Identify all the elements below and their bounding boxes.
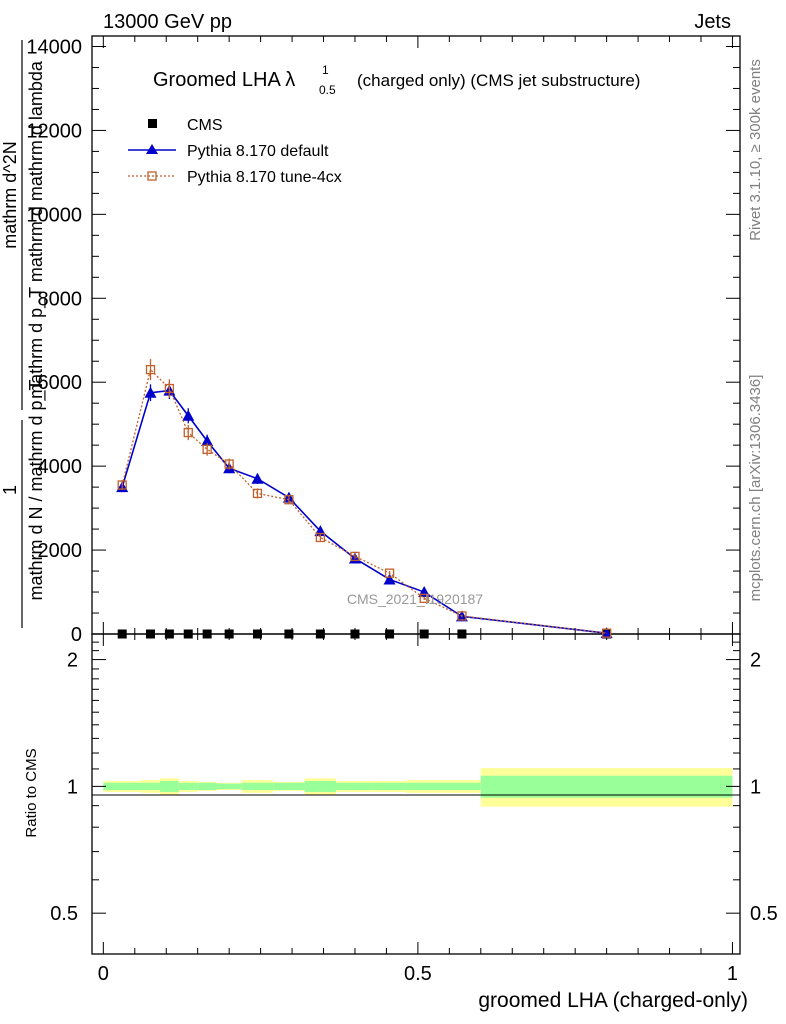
ratio-band-green — [405, 782, 444, 791]
ylabel-main-denominator: mathrm d p_T mathrm d mathrm d lambda — [26, 60, 47, 399]
ratio-ylabel: Ratio to CMS — [23, 748, 40, 837]
data-point — [117, 629, 127, 639]
data-point — [457, 611, 467, 621]
series-line — [121, 368, 607, 634]
ratio-tick-label-left: 2 — [67, 650, 78, 672]
header-right: Jets — [694, 11, 731, 33]
ratio-band-green — [216, 783, 242, 790]
data-point — [182, 409, 195, 421]
legend: CMS Pythia 8.170 default Pythia 8.170 tu… — [128, 117, 342, 186]
data-point — [201, 434, 214, 446]
data-point — [224, 459, 234, 469]
ratio-band-green — [197, 782, 217, 791]
y-tick-label: 10000 — [26, 204, 82, 226]
x-tick-label: 0 — [98, 963, 109, 985]
series-2 — [117, 359, 612, 638]
data-point — [350, 551, 360, 562]
header-left: 13000 GeV pp — [103, 11, 232, 33]
data-point — [117, 480, 127, 490]
data-point — [251, 472, 264, 484]
watermark: CMS_2021_I1920187 — [347, 591, 483, 607]
data-point — [144, 386, 157, 398]
series-layer — [116, 359, 613, 639]
data-point — [202, 629, 212, 639]
legend-label-tune: Pythia 8.170 tune-4cx — [187, 169, 342, 186]
ratio-tick-label-left: 1 — [67, 776, 78, 798]
data-point — [419, 629, 429, 639]
ratio-band-green — [273, 782, 305, 791]
svg-text:Groomed LHA λ: Groomed LHA λ — [153, 69, 295, 91]
axes: 0 0.5 1 0 2000 4000 6000 8000 10000 12000 14000 0.5… — [26, 36, 778, 985]
title-main: Groomed LHA λ — [153, 69, 295, 91]
data-point — [601, 628, 612, 638]
data-point — [252, 488, 263, 499]
data-point — [164, 383, 175, 394]
title-sup: 1 — [322, 63, 329, 77]
ratio-band-green — [241, 782, 274, 791]
data-point — [145, 364, 156, 375]
y-tick-label: 0 — [71, 624, 82, 646]
y-tick-label: 6000 — [38, 372, 83, 394]
ylabel-top-denominator: mathrm d N / mathrm d p_T — [26, 379, 47, 600]
ratio-band-green — [304, 780, 337, 792]
main-ylabel: 1 mathrm d N / mathrm d p_T mathrm d^2N … — [0, 40, 47, 628]
legend-marker-default — [146, 144, 158, 154]
data-point — [183, 629, 193, 639]
ratio-band-green — [159, 780, 179, 792]
y-tick-label: 4000 — [38, 456, 83, 478]
data-point — [252, 629, 262, 639]
data-point — [202, 444, 212, 455]
ratio-tick-label-right: 2 — [750, 650, 761, 672]
ratio-band-green — [480, 775, 733, 798]
data-point — [600, 627, 613, 639]
title-sub: 0.5 — [319, 83, 336, 97]
ratio-tick-label-right: 0.5 — [750, 903, 778, 925]
data-point — [350, 629, 360, 639]
ratio-band-green — [141, 782, 160, 791]
ylabel-top-numerator: 1 — [0, 485, 20, 495]
x-tick-label: 1 — [727, 963, 738, 985]
data-point — [146, 629, 156, 639]
data-point — [284, 495, 294, 505]
rivet-label: Rivet 3.1.10, ≥ 300k events — [747, 59, 764, 241]
ratio-band-green — [103, 782, 142, 791]
ratio-band-green — [336, 782, 374, 791]
legend-label-default: Pythia 8.170 default — [187, 143, 329, 160]
y-tick-label: 8000 — [38, 288, 83, 310]
data-point — [183, 427, 193, 438]
y-tick-label: 2000 — [38, 540, 83, 562]
chart-title: Groomed LHA λ 1 0.5 (charged only) (CMS … — [153, 63, 640, 97]
ratio-tick-label-left: 0.5 — [50, 903, 78, 925]
data-point — [384, 568, 395, 578]
data-point — [284, 629, 294, 639]
ratio-bands — [103, 768, 733, 807]
series-0 — [117, 629, 612, 639]
data-point — [457, 629, 467, 639]
legend-label-cms: CMS — [187, 117, 223, 134]
legend-marker-tune — [147, 171, 157, 181]
data-point — [224, 629, 234, 639]
legend-marker-cms — [148, 119, 157, 128]
data-point — [385, 629, 395, 639]
mcplots-label: mcplots.cern.ch [arXiv:1306.3436] — [747, 375, 764, 602]
x-axis-label: groomed LHA (charged-only) — [478, 989, 748, 1012]
data-point — [164, 629, 174, 639]
ratio-band-green — [443, 782, 481, 791]
ratio-band-green — [178, 782, 198, 791]
title-rest: (charged only) (CMS jet substructure) — [357, 71, 640, 90]
ylabel-main-numerator: mathrm d^2N — [0, 141, 20, 248]
ratio-tick-label-right: 1 — [750, 776, 761, 798]
y-tick-label: 14000 — [26, 36, 82, 58]
ratio-band-green — [373, 782, 406, 791]
data-point — [315, 629, 325, 639]
data-point — [419, 593, 429, 603]
data-point — [315, 532, 326, 543]
ratio-plot-frame — [91, 633, 741, 955]
y-tick-label: 12000 — [26, 120, 82, 142]
x-tick-label: 0.5 — [404, 963, 432, 985]
data-point — [383, 573, 396, 585]
